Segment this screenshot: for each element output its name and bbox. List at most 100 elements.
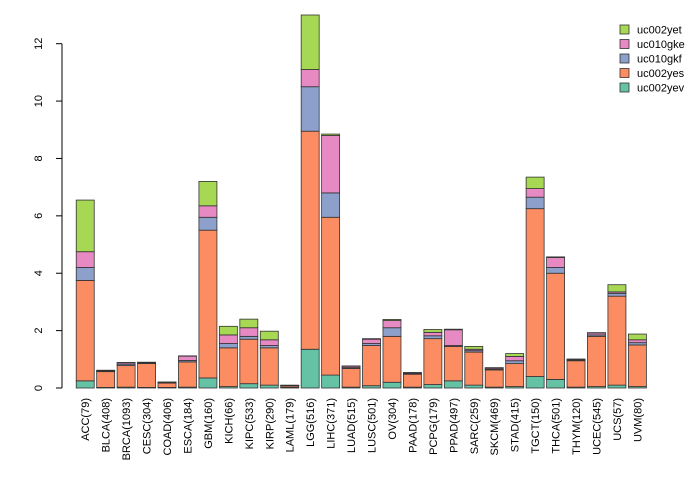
bar-segment-uc002yes-14	[363, 346, 381, 386]
x-tick-label: KIPC(533)	[244, 398, 256, 449]
x-tick-label: GBM(160)	[203, 398, 215, 449]
x-tick-label: THCA(501)	[551, 398, 563, 454]
bar-segment-uc002yes-9	[260, 348, 278, 385]
x-tick-label: LGG(516)	[305, 398, 317, 447]
bar-segment-uc010gkf-26	[608, 293, 626, 296]
bar-segment-uc002yes-25	[587, 336, 605, 386]
bar-segment-uc002yet-21	[506, 354, 524, 357]
legend-swatch-uc002yes	[620, 69, 629, 78]
x-tick-label: LUSC(501)	[367, 398, 379, 453]
bar-segment-uc002yev-18	[444, 381, 462, 388]
x-tick-label: SKCM(469)	[489, 398, 501, 455]
x-tick-label: CESC(304)	[142, 398, 154, 454]
bar-segment-uc002yet-9	[260, 331, 278, 340]
bar-segment-uc010gkf-22	[526, 197, 544, 208]
x-tick-label: COAD(406)	[162, 398, 174, 455]
bar-segment-uc002yet-11	[301, 15, 319, 70]
legend: uc002yet uc010gke uc010gkf uc002yes uc002yev	[620, 25, 685, 95]
bar-segment-uc002yes-0	[76, 280, 94, 380]
bar-segment-uc010gkf-12	[322, 193, 340, 217]
legend-label: uc002yev	[637, 83, 685, 95]
legend-label: uc010gke	[637, 39, 685, 51]
legend-label: uc002yes	[637, 68, 685, 80]
x-tick-label: PCPG(179)	[428, 398, 440, 455]
bar-segment-uc002yev-12	[322, 375, 340, 388]
x-tick-label: ESCA(184)	[182, 398, 194, 454]
bar-segment-uc010gke-15	[383, 321, 401, 328]
x-tick-label: ACC(79)	[80, 398, 92, 441]
bar-segment-uc002yev-26	[608, 385, 626, 388]
y-tick-label: 4	[33, 270, 45, 276]
bar-segment-uc002yet-19	[465, 346, 483, 349]
bar-segment-uc010gke-22	[526, 189, 544, 198]
y-tick-label: 8	[33, 155, 45, 161]
bar-segment-uc002yet-6	[199, 181, 217, 205]
legend-label: uc002yet	[637, 25, 682, 37]
bar-segment-uc002yes-27	[628, 345, 646, 387]
bar-segment-uc010gke-18	[444, 330, 462, 346]
bar-segment-uc002yet-26	[608, 285, 626, 292]
bar-segment-uc010gke-17	[424, 332, 442, 335]
bar-segment-uc010gke-0	[76, 252, 94, 268]
bar-segment-uc010gke-5	[178, 356, 196, 360]
bar-segment-uc002yes-19	[465, 352, 483, 385]
x-tick-label: UCS(57)	[612, 398, 624, 441]
bar-segment-uc002yes-17	[424, 339, 442, 385]
x-tick-label: LIHC(371)	[326, 398, 338, 449]
bar-segment-uc002yet-7	[219, 326, 237, 335]
bar-segment-uc002yes-4	[158, 383, 176, 387]
x-tick-label: KIRP(290)	[264, 398, 276, 449]
legend-swatch-uc002yet	[620, 25, 629, 34]
bar-segment-uc010gkf-21	[506, 361, 524, 364]
bar-segment-uc010gke-11	[301, 70, 319, 87]
bar-segment-uc010gke-7	[219, 335, 237, 344]
bar-segment-uc002yev-6	[199, 378, 217, 388]
bar-segment-uc002yet-17	[424, 329, 442, 332]
legend-swatch-uc010gke	[620, 40, 629, 49]
bar-segment-uc002yet-27	[628, 334, 646, 340]
legend-swatch-uc010gkf	[620, 54, 629, 63]
x-tick-label: TGCT(150)	[530, 398, 542, 454]
bar-segment-uc002yev-23	[547, 379, 565, 388]
x-tick-label: PPAD(497)	[448, 398, 460, 453]
bar-segment-uc002yet-23	[547, 257, 565, 258]
bar-segment-uc002yev-8	[240, 384, 258, 388]
bar-segment-uc002yes-20	[485, 370, 503, 387]
bar-segment-uc002yes-6	[199, 230, 217, 378]
bars	[76, 15, 646, 388]
bar-segment-uc002yev-9	[260, 385, 278, 388]
y-tick-label: 0	[33, 385, 45, 391]
bar-segment-uc010gke-21	[506, 356, 524, 360]
bar-segment-uc002yes-1	[97, 372, 115, 388]
bar-segment-uc010gke-14	[363, 339, 381, 343]
bar-segment-uc002yes-8	[240, 339, 258, 383]
bar-segment-uc002yet-15	[383, 319, 401, 320]
bar-segment-uc002yes-5	[178, 362, 196, 387]
x-tick-label: OV(304)	[387, 398, 399, 440]
bar-segment-uc002yev-19	[465, 385, 483, 388]
x-tick-label: UCEC(545)	[591, 398, 603, 455]
bar-segment-uc010gke-27	[628, 340, 646, 343]
legend-label: uc010gkf	[637, 54, 683, 66]
bar-segment-uc002yet-22	[526, 177, 544, 188]
x-tick-label: PAAD(178)	[407, 398, 419, 453]
x-tick-label: KICH(66)	[223, 398, 235, 444]
bar-segment-uc010gke-6	[199, 206, 217, 217]
y-tick-label: 10	[33, 95, 45, 107]
x-tick-label: THYM(120)	[571, 398, 583, 455]
y-tick-label: 2	[33, 328, 45, 334]
bar-segment-uc010gkf-7	[219, 344, 237, 348]
bar-segment-uc010gkf-6	[199, 217, 217, 230]
x-tick-label: LUAD(515)	[346, 398, 358, 453]
bar-segment-uc002yes-26	[608, 296, 626, 385]
x-tick-label: LAML(179)	[285, 398, 297, 452]
bar-segment-uc010gke-9	[260, 340, 278, 346]
bar-segment-uc010gkf-15	[383, 328, 401, 337]
bar-segment-uc002yes-22	[526, 209, 544, 377]
bar-segment-uc002yes-2	[117, 366, 135, 388]
bar-segment-uc010gke-12	[322, 136, 340, 193]
bar-segment-uc002yev-11	[301, 349, 319, 388]
bar-segment-uc002yev-15	[383, 382, 401, 388]
bar-segment-uc010gkf-11	[301, 87, 319, 131]
bar-segment-uc002yes-11	[301, 131, 319, 349]
